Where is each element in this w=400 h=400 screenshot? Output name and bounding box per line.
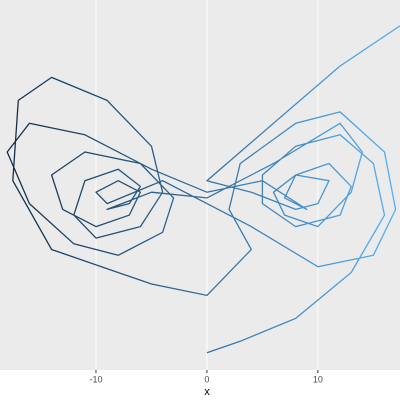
trajectory bbox=[6, 25, 400, 354]
x-axis-label: x bbox=[204, 386, 210, 398]
x-tick-label: 0 bbox=[204, 374, 209, 384]
x-tick-label: -10 bbox=[89, 374, 102, 384]
panel bbox=[0, 0, 400, 370]
x-tick-label: 10 bbox=[313, 374, 323, 384]
